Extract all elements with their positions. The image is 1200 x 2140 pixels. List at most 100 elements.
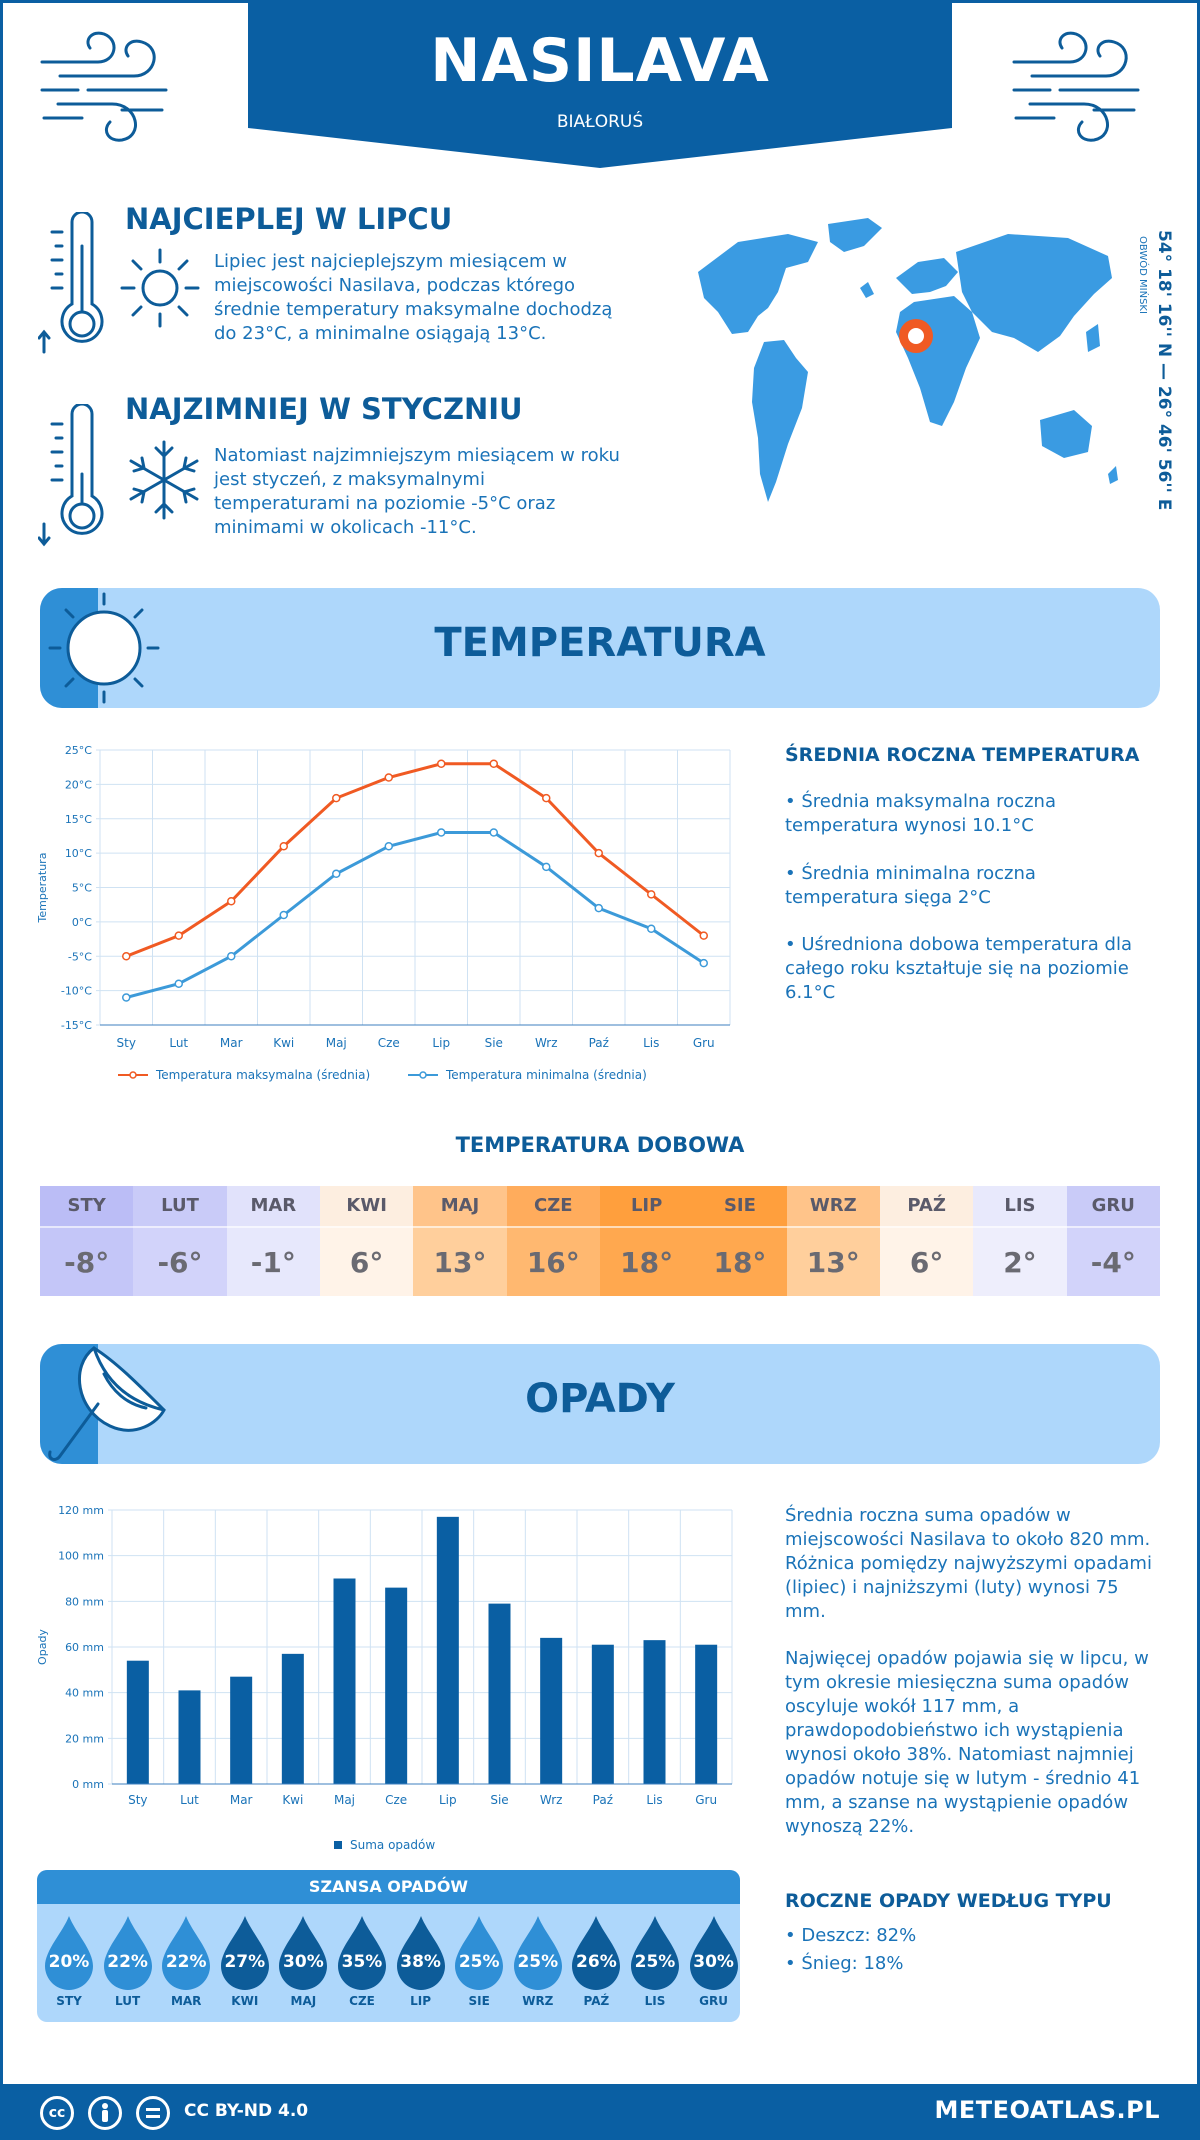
rain-drop-icon: 25% WRZ <box>510 1914 566 2014</box>
y-tick-label: 5°C <box>72 882 92 895</box>
legend-marker <box>129 1071 137 1079</box>
x-tick-label: Cze <box>378 1036 400 1050</box>
coldest-title: NAJZIMNIEJ W STYCZNIU <box>125 392 523 426</box>
warmest-text: Lipiec jest najcieplejszym miesiącem w m… <box>214 251 613 344</box>
temperature-section-title: TEMPERATURA <box>434 620 766 666</box>
daily-temperature-table: STY -8° LUT -6° MAR -1° KWI 6° MAJ 13° CZE 16° LIP 18… <box>40 1186 1160 1296</box>
city-name: NASILAVA <box>430 26 770 96</box>
bar <box>126 1660 149 1784</box>
daily-col: LIP 18° <box>599 1186 694 1296</box>
daily-month-label: GRU <box>1066 1186 1160 1226</box>
chance-value: 25% <box>634 1952 676 1972</box>
data-point <box>279 910 288 920</box>
map-coordinates: 54° 18' 16'' N — 26° 46' 56'' E <box>1154 230 1174 511</box>
precip-type-rain: • Deszcz: 82% <box>785 1925 917 1946</box>
chance-month-label: LIS <box>644 1994 666 2008</box>
wind-icon-left <box>40 31 168 142</box>
chance-value: 20% <box>48 1952 90 1972</box>
world-map <box>698 218 1118 502</box>
chance-month-label: MAJ <box>290 1994 317 2008</box>
chance-month-label: LIP <box>410 1994 432 2008</box>
series-line <box>125 831 705 999</box>
x-tick-label: Mar <box>230 1793 253 1807</box>
x-tick-label: Sty <box>117 1036 136 1050</box>
data-point <box>489 828 498 837</box>
bar <box>385 1587 408 1784</box>
daily-temp-value: 2° <box>973 1226 1067 1296</box>
precip-section-bar <box>40 1344 1160 1464</box>
rain-drop-icon: 25% SIE <box>451 1914 507 2014</box>
y-tick-label: 0°C <box>72 916 92 929</box>
daily-temp-value: 18° <box>599 1226 694 1296</box>
bar <box>591 1644 614 1784</box>
daily-month-label: LUT <box>133 1186 227 1226</box>
bar <box>695 1644 718 1784</box>
sun-large-icon <box>48 592 160 704</box>
y-tick-label: -5°C <box>68 950 92 963</box>
y-tick-label: 10°C <box>65 847 92 860</box>
chance-value: 22% <box>107 1952 148 1972</box>
x-tick-label: Mar <box>220 1036 243 1050</box>
daily-col: MAJ 13° <box>413 1186 507 1296</box>
map-region: OBWÓD MIŃSKI <box>1137 236 1148 314</box>
daily-month-label: SIE <box>693 1186 787 1226</box>
daily-month-label: LIP <box>599 1186 694 1226</box>
daily-month-label: WRZ <box>786 1186 880 1226</box>
bar <box>488 1603 511 1784</box>
x-tick-label: Wrz <box>535 1036 558 1050</box>
site-link[interactable]: METEOATLAS.PL <box>934 2096 1160 2124</box>
data-point <box>332 869 341 878</box>
map-region-box: OBWÓD MIŃSKI <box>1134 236 1148 366</box>
precipitation-chart: 120 mm 100 mm 80 mm 60 mm 40 mm 20 mm 0 mm Sty L… <box>36 1504 733 1852</box>
y-tick-label: 60 mm <box>65 1641 104 1654</box>
x-tick-label: Sie <box>485 1036 503 1050</box>
no-derivatives-icon[interactable] <box>136 2096 170 2130</box>
daily-temp-value: 6° <box>319 1226 414 1296</box>
attribution-icon[interactable] <box>88 2096 122 2130</box>
data-point <box>384 842 393 851</box>
license-label[interactable]: CC BY-ND 4.0 <box>184 2101 309 2121</box>
daily-temp-value: -8° <box>40 1226 134 1296</box>
chance-month-label: CZE <box>349 1994 375 2008</box>
data-point <box>594 903 603 913</box>
x-tick-label: Sie <box>490 1793 508 1807</box>
thermometer-hot-icon <box>38 212 104 354</box>
daily-col: SIE 18° <box>693 1186 787 1296</box>
map-coordinates-box: 54° 18' 16'' N — 26° 46' 56'' E <box>1150 230 1174 510</box>
x-tick-label: Lut <box>169 1036 188 1050</box>
data-point <box>437 759 446 768</box>
data-point <box>122 993 131 1002</box>
daily-col: STY -8° <box>40 1186 134 1296</box>
chance-month-label: MAR <box>170 1994 202 2008</box>
y-axis-label: Temperatura <box>36 853 49 924</box>
x-tick-label: Lip <box>432 1036 450 1050</box>
warmest-title: NAJCIEPLEJ W LIPCU <box>125 202 453 236</box>
rain-drop-icon: 38% LIP <box>393 1914 449 2014</box>
chance-month-label: GRU <box>699 1994 729 2008</box>
y-tick-label: 25°C <box>65 744 92 757</box>
precip-type-snow: • Śnieg: 18% <box>785 1953 904 1974</box>
data-point <box>384 773 393 782</box>
data-point <box>174 931 183 940</box>
x-tick-label: Lut <box>180 1793 199 1807</box>
bar <box>281 1653 304 1784</box>
thermometer-cold-icon <box>38 404 104 547</box>
x-tick-label: Maj <box>334 1793 355 1807</box>
country-name: BIAŁORUŚ <box>556 112 644 132</box>
chance-month-label: STY <box>56 1994 82 2008</box>
data-point <box>227 952 236 961</box>
data-point <box>227 897 236 906</box>
rain-drop-icon: 26% PAŹ <box>568 1914 624 2014</box>
rain-drop-icon: 22% MAR <box>158 1914 214 2014</box>
x-tick-label: Gru <box>695 1793 717 1807</box>
y-tick-label: 20 mm <box>65 1732 104 1745</box>
rain-drop-icon: 30% GRU <box>686 1914 740 2014</box>
coldest-text: Natomiast najzimniejszym miesiącem w rok… <box>214 445 620 538</box>
temperature-bullet-1: • Średnia maksymalna roczna temperatura … <box>785 791 1056 836</box>
cc-icon[interactable]: cc <box>40 2096 74 2130</box>
legend-label: Temperatura minimalna (średnia) <box>445 1068 647 1082</box>
chance-value: 30% <box>693 1952 734 1972</box>
bar <box>230 1676 253 1784</box>
chance-value: 27% <box>224 1952 266 1972</box>
rain-drop-icon: 22% LUT <box>100 1914 156 2014</box>
